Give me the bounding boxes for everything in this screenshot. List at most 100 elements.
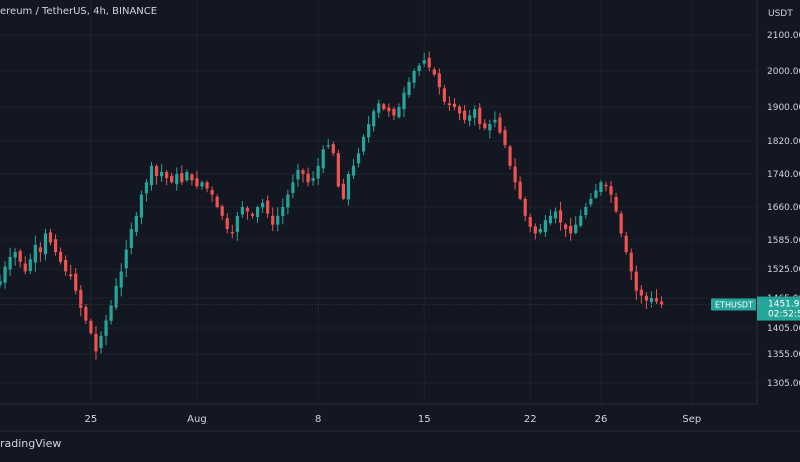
price-badge-countdown: 02:52:5 (768, 310, 800, 320)
symbol-badge-text: ETHUSDT (715, 301, 753, 310)
candle-body (452, 103, 457, 107)
time-tick-label: 22 (524, 414, 537, 425)
candle-body (558, 210, 563, 223)
candle-body (341, 183, 345, 199)
candle-body (498, 117, 502, 133)
candle-body (33, 244, 37, 263)
candle-body (442, 88, 446, 102)
symbol-title: ereum / TetherUS, 4h, BINANCE (0, 6, 158, 17)
candle-body (190, 174, 194, 181)
candle-body (654, 298, 659, 302)
candle-body (609, 186, 613, 195)
candle-body (64, 259, 68, 272)
candle-body (104, 320, 108, 336)
candle-body (235, 215, 239, 232)
candle-body (245, 207, 250, 212)
candle-body (548, 215, 553, 224)
price-tick-label: 2000.00 (767, 67, 800, 77)
candles (0, 51, 664, 360)
time-tick-label: Aug (187, 414, 207, 425)
candle-body (266, 200, 270, 214)
candle-body (53, 239, 58, 253)
candle-body (28, 259, 32, 272)
candle-body (255, 207, 260, 218)
price-tick-label: 1900.00 (767, 103, 800, 113)
candle-body (589, 198, 593, 205)
candle-body (513, 166, 517, 183)
candle-body (543, 220, 547, 233)
symbol-badge (711, 298, 756, 311)
candle-body (215, 196, 219, 207)
candle-body (23, 263, 27, 272)
candle-body (463, 110, 467, 120)
candle-body (38, 247, 42, 253)
time-axis[interactable]: 25 Aug 8 15 22 26 Sep (0, 403, 800, 432)
candle-body (18, 251, 22, 262)
tradingview-logo[interactable]: radingView (0, 437, 62, 450)
candle-body (377, 103, 381, 113)
candle-body (311, 178, 315, 181)
candle-body (493, 119, 497, 123)
candle-body (397, 107, 401, 118)
candle-body (94, 333, 98, 352)
candle-body (392, 108, 396, 116)
candle-body (185, 171, 189, 181)
candle-body (553, 211, 558, 219)
candle-body (427, 57, 431, 68)
candle-body (291, 182, 295, 193)
candle-body (564, 224, 568, 229)
candle-body (230, 232, 234, 234)
candle-body (483, 123, 487, 129)
candle-body (457, 106, 462, 114)
candle-body (8, 256, 12, 270)
candle-body (382, 104, 386, 110)
candle-body (316, 165, 320, 179)
price-tick-label: 1660.00 (767, 203, 800, 213)
candle-body (271, 215, 275, 225)
candle-body (473, 109, 477, 118)
candle-body (644, 295, 648, 301)
price-tick-label: 1820.00 (767, 137, 800, 147)
candle-body (144, 182, 149, 194)
candle-body (437, 73, 441, 88)
price-tick-label: 1405.00 (767, 324, 800, 334)
candle-body (48, 232, 53, 243)
candle-body (205, 182, 209, 189)
candle-body (281, 207, 285, 217)
price-axis[interactable]: USDT 2100.00 2000.00 1900.00 1820.00 1740.00 1… (711, 0, 800, 404)
candle-body (119, 271, 123, 288)
candle-body (634, 271, 638, 291)
candle-body (3, 266, 7, 283)
candle-body (261, 202, 265, 208)
candle-body (402, 92, 406, 110)
candle-body (639, 289, 643, 296)
candle-body (351, 165, 356, 176)
time-axis-bg (0, 404, 757, 432)
candle-body (659, 301, 664, 305)
candle-body (160, 171, 164, 177)
candle-body (240, 207, 244, 215)
candle-body (417, 65, 421, 72)
candle-body (165, 172, 169, 179)
candle-body (599, 182, 603, 192)
price-badge (757, 296, 800, 321)
candle-body (584, 207, 588, 215)
candle-body (139, 194, 143, 218)
candle-body (276, 215, 280, 225)
price-tick-label: 1740.00 (767, 170, 800, 180)
candle-body (574, 224, 578, 233)
candle-body (149, 165, 154, 186)
candle-body (614, 196, 618, 212)
candle-body (109, 305, 113, 321)
candle-body (412, 71, 416, 83)
candle-body (89, 320, 93, 334)
candle-body (528, 216, 532, 227)
candle-body (468, 115, 472, 121)
candle-body (114, 285, 118, 308)
candle-body (523, 198, 527, 216)
candle-body (59, 251, 63, 262)
candle-body (362, 136, 366, 152)
candle-body (296, 169, 300, 180)
